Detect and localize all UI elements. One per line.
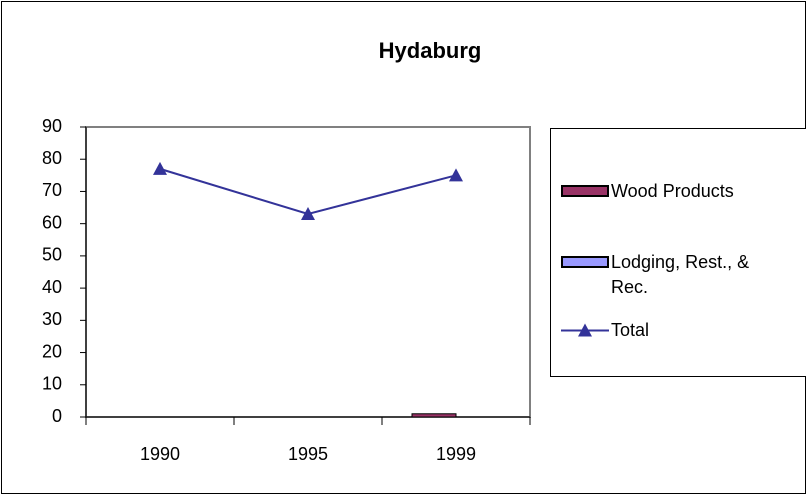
x-tick-label: 1999	[436, 444, 476, 464]
y-tick-label: 90	[42, 116, 62, 136]
y-tick-label: 60	[42, 212, 62, 232]
legend-entry: Total	[559, 318, 771, 343]
y-tick-label: 70	[42, 180, 62, 200]
y-tick-label: 0	[52, 406, 62, 426]
x-tick-label: 1995	[288, 444, 328, 464]
y-tick-label: 10	[42, 374, 62, 394]
x-tick-label: 1990	[140, 444, 180, 464]
legend-label: Wood Products	[611, 181, 734, 201]
y-tick-label: 50	[42, 245, 62, 265]
legend-swatch	[559, 318, 611, 343]
marker	[301, 207, 315, 220]
y-tick-label: 40	[42, 277, 62, 297]
legend-entry: Wood Products	[559, 179, 771, 204]
legend-label: Total	[611, 320, 650, 340]
plot-area	[85, 126, 531, 418]
legend-label: Lodging, Rest., & Rec.	[611, 252, 750, 297]
y-tick-label: 80	[42, 148, 62, 168]
chart-title: Hydaburg	[379, 38, 482, 63]
legend-swatch	[559, 179, 611, 204]
marker	[153, 161, 167, 175]
legend-entry: Lodging, Rest., & Rec.	[559, 250, 771, 300]
y-tick-label: 20	[42, 341, 62, 361]
legend-swatch	[559, 250, 611, 275]
y-tick-label: 30	[42, 309, 62, 329]
marker	[449, 168, 463, 182]
legend: Wood Products Lodging, Rest., & Rec. Total	[550, 128, 806, 377]
